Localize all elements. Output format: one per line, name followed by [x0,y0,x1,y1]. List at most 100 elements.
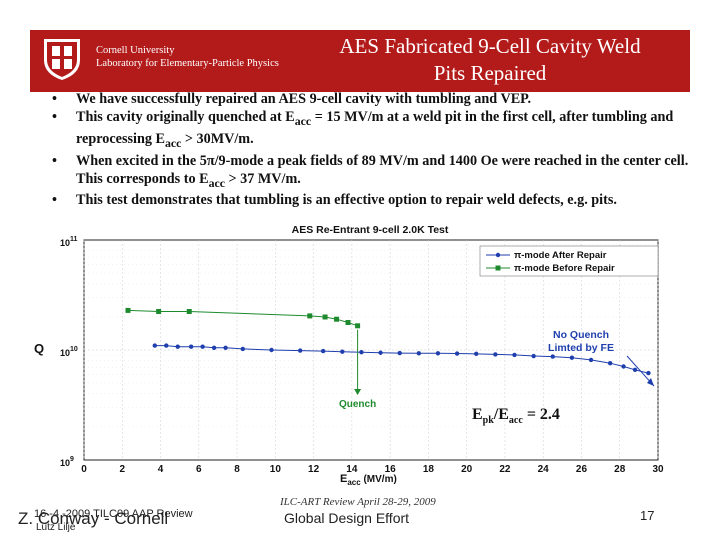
y-tick-label: 1010 [60,346,78,358]
data-point-after [550,354,555,359]
x-tick-label: 16 [385,464,397,475]
x-tick-label: 24 [538,464,550,475]
data-point-after [269,347,274,353]
legend-label-after: π-mode After Repair [514,250,607,261]
data-point-after [454,351,460,356]
q-vs-eacc-chart: AES Re-Entrant 9-cell 2.0K Test 0 2 4 6 8 10 1… [34,224,664,487]
epk-slash: /E [493,406,509,423]
no-quench-annotation: No Quench Limted by FE [548,329,655,387]
gridlines [83,240,659,460]
data-point-after [359,350,364,355]
data-point-after [320,348,326,354]
bullet-text-tail: = 15 MV/m at a weld pit in the first cel… [76,109,674,147]
footer-author-small: Lutz Lilje [36,522,76,533]
bullet-text: This cavity originally quenched at E [76,109,295,125]
x-tick-label: 18 [423,464,435,475]
data-point-after [211,345,217,350]
x-tick-label: 0 [81,464,87,475]
y-axis-label: Q [34,341,44,356]
cornell-seal-icon [44,39,80,80]
x-tick-label: 6 [196,464,202,475]
data-point-after [152,343,157,348]
bullet-subscript: acc [294,113,312,128]
no-quench-line-2: Limted by FE [548,342,614,354]
bullet-subscript: acc [208,175,225,190]
x-tick-label: 28 [614,464,626,475]
footer-center-text: Global Design Effort [284,510,410,526]
lab-label: Laboratory for Elementary-Particle Physi… [96,58,279,69]
data-point-after [240,346,246,352]
university-label: Cornell University [96,45,175,56]
data-point-after [531,353,536,359]
footer-author-big: Z. Conway - Cornell [18,509,169,528]
bullet-text-tail: > 30MV/m. [181,130,254,147]
data-point-after [435,351,441,356]
x-tick-label: 10 [270,464,282,475]
fe-arrowhead [647,378,654,386]
epk-e: E [472,406,483,423]
legend: π-mode After Repair π-mode Before Repair [479,245,659,277]
legend-label-before: π-mode Before Repair [514,263,615,274]
data-point-after [493,352,498,357]
y-tick-label: 109 [60,456,74,468]
bullet-subscript: acc [164,135,182,150]
title-line-1: AES Fabricated 9-Cell Cavity Weld [339,34,641,58]
quench-label: Quench [339,399,376,410]
footer-conference: ILC-ART Review April 28-29, 2009 [280,496,436,508]
data-point-before [125,307,131,313]
data-point-after [416,351,422,356]
data-point-after [200,344,205,349]
data-point-before [156,309,162,314]
data-point-after [588,357,594,363]
bullet-item: This test demonstrates that tumbling is … [50,191,690,209]
data-point-after [632,367,638,372]
data-point-before [355,323,361,329]
page-number: 17 [640,508,655,523]
bullet-item: When excited in the 5π/9-mode a peak fie… [50,152,690,192]
data-point-after [474,351,479,357]
x-label-units: (MV/m) [361,474,397,485]
data-point-after [378,350,383,355]
university-name: Cornell University Laboratory for Elemen… [96,44,279,70]
epk-value: = 2.4 [523,406,560,423]
x-tick-label: 2 [119,464,125,475]
svg-text:Eacc (MV/m): Eacc (MV/m) [340,473,397,487]
data-point-after [569,355,575,360]
footer-date-review: 16 -4 -2009 TILC09 AAP Review [34,508,193,520]
legend-marker-after [495,252,501,258]
bullet-text: When excited in the 5π/9-mode a peak fie… [76,152,689,187]
x-tick-label: 30 [652,464,664,475]
epk-ratio-label: Epk/Eacc = 2.4 [472,406,560,426]
data-point-after [607,361,613,366]
data-point-after [397,350,402,356]
x-tick-label: 20 [461,464,473,475]
data-point-after [188,344,194,349]
x-tick-label: 12 [308,464,320,475]
data-point-after [646,370,651,376]
epk-sub: pk [483,415,495,426]
data-point-after [340,349,345,354]
data-point-after [164,343,169,348]
bullet-list: We have successfully repaired an AES 9-c… [50,90,690,209]
data-point-after [175,344,180,349]
x-tick-label: 4 [158,464,164,475]
x-label-sub: acc [347,478,361,487]
legend-marker-before [495,265,501,271]
x-tick-label: 22 [499,464,511,475]
data-point-after [223,345,228,350]
bullet-text: This test demonstrates that tumbling is … [76,192,617,209]
legend-box [479,245,659,277]
bullet-item: This cavity originally quenched at Eacc … [50,108,690,152]
data-point-before [345,320,351,325]
x-axis-label: Eacc (MV/m) [340,473,397,487]
chart-title: AES Re-Entrant 9-cell 2.0K Test [292,224,449,236]
data-point-before [322,314,328,320]
x-tick-label: 14 [346,464,358,475]
quench-arrowhead [354,389,362,395]
x-tick-label: 8 [234,464,240,475]
data-point-after [621,364,626,369]
x-tick-label: 26 [576,464,588,475]
data-point-after [512,352,517,358]
data-point-before [307,313,313,319]
